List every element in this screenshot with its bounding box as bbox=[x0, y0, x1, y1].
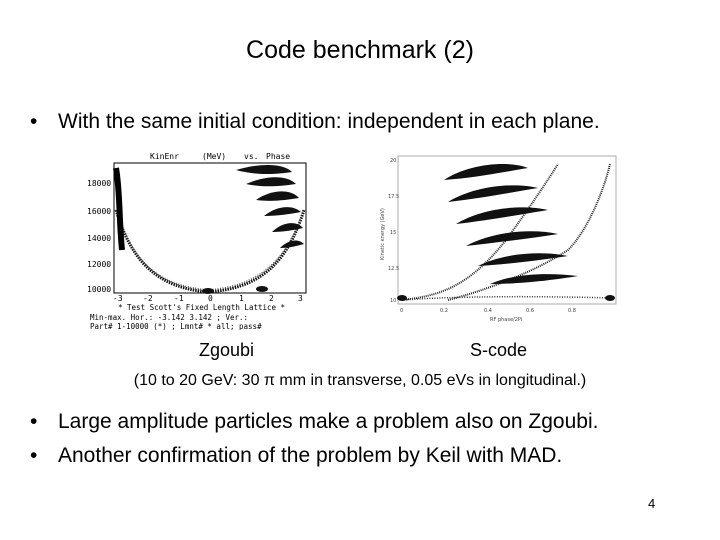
scode-frame bbox=[397, 155, 617, 305]
zgoubi-footer-3: Part# 1-10000 (*) ; Lmnt# * all; pass# bbox=[90, 322, 262, 330]
zgoubi-separatrix bbox=[114, 209, 306, 294]
bullet-marker: • bbox=[30, 110, 38, 133]
scode-plot-svg: 20 17.5 15 12.5 10 0 0.2 0.4 0.6 0.8 RF … bbox=[380, 155, 617, 323]
scode-ytick-3: 15 bbox=[390, 230, 396, 236]
scode-plot: 20 17.5 15 12.5 10 0 0.2 0.4 0.6 0.8 RF … bbox=[378, 150, 618, 325]
zgoubi-ytick-2: 16000 bbox=[87, 207, 111, 216]
zgoubi-xtick-4: 0 bbox=[208, 294, 213, 303]
bullet-2-text: Large amplitude particles make a problem… bbox=[58, 410, 599, 433]
scode-ytick-1: 20 bbox=[390, 158, 396, 164]
zgoubi-xtick-6: 2 bbox=[269, 294, 274, 303]
bullet-3: • Another confirmation of the problem by … bbox=[30, 444, 562, 468]
zgoubi-ytick-1: 18000 bbox=[87, 179, 111, 188]
bullet-marker: • bbox=[30, 444, 38, 467]
zgoubi-xtick-5: 1 bbox=[239, 294, 244, 303]
zgoubi-header-left: KinEnr bbox=[150, 152, 179, 161]
scode-separatrix-left bbox=[401, 163, 559, 301]
zgoubi-xtick-1: -3 bbox=[113, 294, 123, 303]
bullet-1-text: With the same initial condition: indepen… bbox=[58, 110, 600, 133]
bullet-2: • Large amplitude particles make a proble… bbox=[30, 410, 598, 434]
zgoubi-xtick-7: 3 bbox=[298, 294, 303, 303]
zgoubi-ytick-3: 14000 bbox=[87, 234, 111, 243]
page-number: 4 bbox=[648, 496, 656, 511]
scode-ytick-4: 12.5 bbox=[388, 266, 399, 272]
scode-xtick-5: 0.8 bbox=[568, 308, 576, 314]
zgoubi-fan bbox=[236, 165, 304, 248]
zgoubi-footer-1: * Test Scott's Fixed Length Lattice * bbox=[118, 303, 285, 312]
zgoubi-bottom-blobs bbox=[202, 286, 268, 294]
zgoubi-separatrix-inner bbox=[119, 219, 301, 291]
slide-title: Code benchmark (2) bbox=[246, 36, 474, 64]
scode-fan bbox=[444, 164, 578, 284]
zgoubi-plot-svg: KinEnr (MeV) vs. Phase 18000 16000 14000… bbox=[87, 152, 307, 331]
scode-ylabel: Kinetic energy (GeV) bbox=[380, 208, 386, 260]
scode-xtick-4: 0.6 bbox=[526, 308, 534, 314]
scode-xlabel: RF phase/2Pi bbox=[490, 317, 522, 323]
zgoubi-xtick-2: -2 bbox=[143, 294, 153, 303]
bullet-1: • With the same initial condition: indepe… bbox=[30, 110, 600, 134]
scode-ytick-2: 17.5 bbox=[388, 194, 399, 200]
label-zgoubi: Zgoubi bbox=[199, 340, 255, 360]
scode-edge-blobs bbox=[397, 295, 615, 301]
bullet-marker: • bbox=[30, 410, 38, 433]
scode-xtick-1: 0 bbox=[400, 308, 403, 314]
zgoubi-ytick-5: 10000 bbox=[87, 285, 111, 294]
zgoubi-header-right: Phase bbox=[266, 152, 290, 161]
zgoubi-header-unit: (MeV) bbox=[202, 152, 226, 161]
scode-ytick-5: 10 bbox=[390, 298, 396, 304]
scode-bottom-line bbox=[401, 295, 615, 301]
zgoubi-ytick-4: 12000 bbox=[87, 260, 111, 269]
scode-separatrix-right bbox=[447, 163, 611, 301]
zgoubi-xtick-3: -1 bbox=[174, 294, 184, 303]
scode-xtick-3: 0.4 bbox=[484, 308, 492, 314]
zgoubi-plot: KinEnr (MeV) vs. Phase 18000 16000 14000… bbox=[86, 150, 310, 331]
condition-note: (10 to 20 GeV: 30 π mm in transverse, 0.… bbox=[133, 372, 587, 389]
scode-xtick-2: 0.2 bbox=[440, 308, 448, 314]
zgoubi-header-vs: vs. bbox=[244, 152, 258, 161]
label-scode: S-code bbox=[470, 340, 528, 360]
bullet-3-text: Another confirmation of the problem by K… bbox=[58, 444, 563, 467]
zgoubi-footer-2: Min-max. Hor.: -3.142 3.142 ; Ver.: bbox=[90, 313, 248, 322]
zgoubi-left-band bbox=[113, 167, 125, 251]
